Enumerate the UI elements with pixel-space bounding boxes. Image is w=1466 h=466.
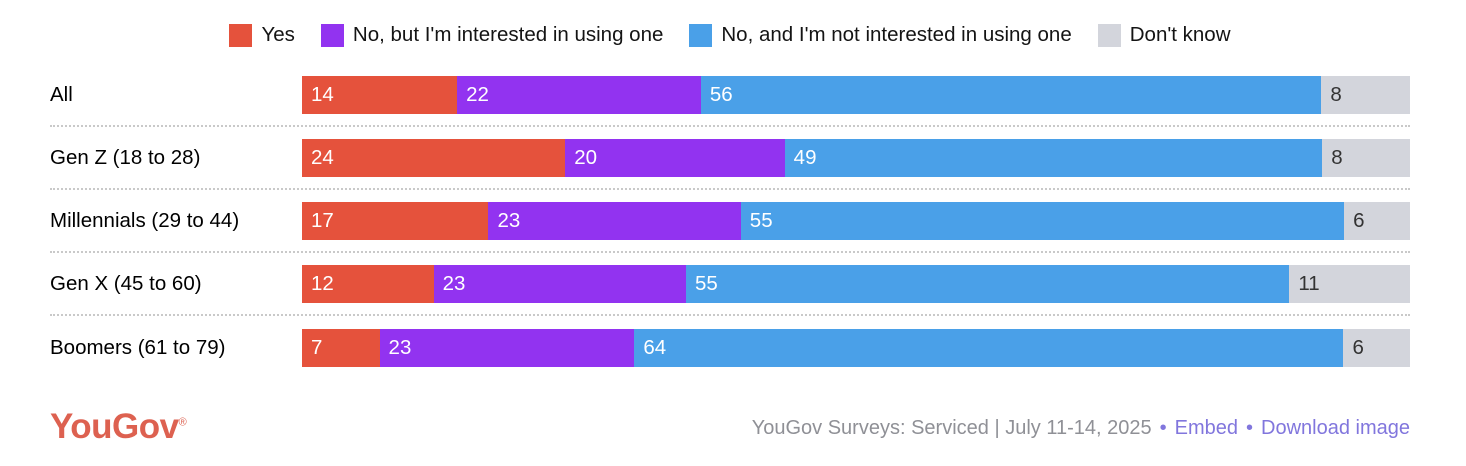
bar-segment[interactable]: 24 (302, 138, 566, 177)
stacked-bar: 12 23 55 11 (302, 264, 1410, 303)
bar-segment[interactable]: 11 (1289, 264, 1410, 303)
legend-swatch-icon (1097, 23, 1121, 47)
chart-rows: All 14 22 56 8 Gen Z (18 to 28) 24 20 49 8 Millenn… (50, 64, 1410, 379)
bar-value-label: 49 (793, 145, 817, 169)
legend-label: No, and I'm not interested in using one (721, 23, 1072, 46)
bar-value-label: 23 (497, 208, 521, 232)
bar-segment[interactable]: 55 (685, 264, 1290, 303)
legend-swatch-icon (320, 23, 344, 47)
bar-value-label: 11 (1298, 271, 1320, 295)
stacked-bar: 24 20 49 8 (302, 138, 1410, 177)
legend-swatch-icon (689, 23, 713, 47)
chart-row: Gen X (45 to 60) 12 23 55 11 (50, 253, 1410, 316)
bar-value-label: 56 (709, 82, 733, 106)
row-label: Boomers (61 to 79) (50, 335, 226, 359)
yougov-logo-text: YouGov (50, 407, 179, 446)
stacked-bar: 14 22 56 8 (302, 75, 1410, 114)
bar-segment[interactable]: 14 (302, 75, 458, 114)
stacked-bar: 7 23 64 6 (302, 328, 1410, 367)
bar-segment[interactable]: 8 (1321, 75, 1410, 114)
source-text: YouGov Surveys: Serviced | July 11-14, 2… (751, 417, 1152, 439)
bar-value-label: 22 (466, 82, 489, 106)
legend: Yes No, but I'm interested in using one No… (50, 20, 1410, 50)
row-label: Gen Z (18 to 28) (50, 145, 201, 169)
footer-attribution: YouGov Surveys: Serviced | July 11-14, 2… (752, 417, 1410, 444)
bar-segment[interactable]: 22 (457, 75, 701, 114)
legend-item: No, but I'm interested in using one (320, 23, 664, 47)
registered-trademark-icon: ® (178, 416, 187, 429)
bar-value-label: 55 (694, 271, 718, 295)
bar-segment[interactable]: 17 (302, 201, 489, 240)
bullet-separator: • (1246, 417, 1254, 439)
bar-segment[interactable]: 49 (784, 138, 1323, 177)
bar-segment[interactable]: 55 (740, 201, 1345, 240)
legend-label: Don't know (1129, 23, 1231, 46)
chart-row: Millennials (29 to 44) 17 23 55 6 (50, 190, 1410, 253)
bar-segment[interactable]: 23 (433, 264, 686, 303)
legend-swatch-icon (229, 23, 253, 47)
embed-link[interactable]: Embed (1174, 417, 1238, 439)
bar-segment[interactable]: 56 (700, 75, 1322, 114)
chart-row: All 14 22 56 8 (50, 64, 1410, 127)
chart-row: Boomers (61 to 79) 7 23 64 6 (50, 316, 1410, 379)
bullet-separator: • (1159, 417, 1167, 439)
yougov-logo: YouGov® (50, 407, 187, 446)
bar-value-label: 20 (574, 145, 598, 169)
bar-value-label: 12 (311, 271, 334, 295)
legend-item: Don't know (1097, 23, 1231, 47)
legend-item: No, and I'm not interested in using one (689, 23, 1072, 47)
bar-value-label: 14 (311, 82, 334, 106)
stacked-bar: 17 23 55 6 (302, 201, 1410, 240)
chart-row: Gen Z (18 to 28) 24 20 49 8 (50, 127, 1410, 190)
bar-segment[interactable]: 7 (302, 328, 380, 367)
bar-segment[interactable]: 12 (302, 264, 434, 303)
legend-label: No, but I'm interested in using one (352, 23, 664, 46)
bar-segment[interactable]: 8 (1322, 138, 1410, 177)
bar-value-label: 7 (311, 335, 323, 359)
bar-value-label: 6 (1353, 208, 1365, 232)
bar-value-label: 17 (311, 208, 334, 232)
download-image-link[interactable]: Download image (1261, 417, 1410, 439)
bar-value-label: 23 (442, 271, 466, 295)
bar-value-label: 64 (643, 335, 667, 359)
row-label: All (50, 82, 73, 106)
bar-value-label: 24 (311, 145, 334, 169)
bar-value-label: 55 (749, 208, 773, 232)
row-label: Millennials (29 to 44) (50, 208, 240, 232)
bar-value-label: 6 (1352, 335, 1364, 359)
bar-segment[interactable]: 20 (565, 138, 785, 177)
bar-segment[interactable]: 23 (488, 201, 741, 240)
bar-value-label: 23 (388, 335, 412, 359)
legend-label: Yes (261, 23, 295, 46)
bar-value-label: 8 (1330, 82, 1342, 106)
footer: YouGov® YouGov Surveys: Serviced | July … (50, 409, 1410, 444)
bar-value-label: 8 (1331, 145, 1343, 169)
bar-segment[interactable]: 64 (634, 328, 1344, 367)
row-label: Gen X (45 to 60) (50, 271, 202, 295)
legend-item: Yes (229, 23, 295, 47)
bar-segment[interactable]: 6 (1343, 328, 1410, 367)
bar-segment[interactable]: 23 (379, 328, 635, 367)
bar-segment[interactable]: 6 (1344, 201, 1410, 240)
